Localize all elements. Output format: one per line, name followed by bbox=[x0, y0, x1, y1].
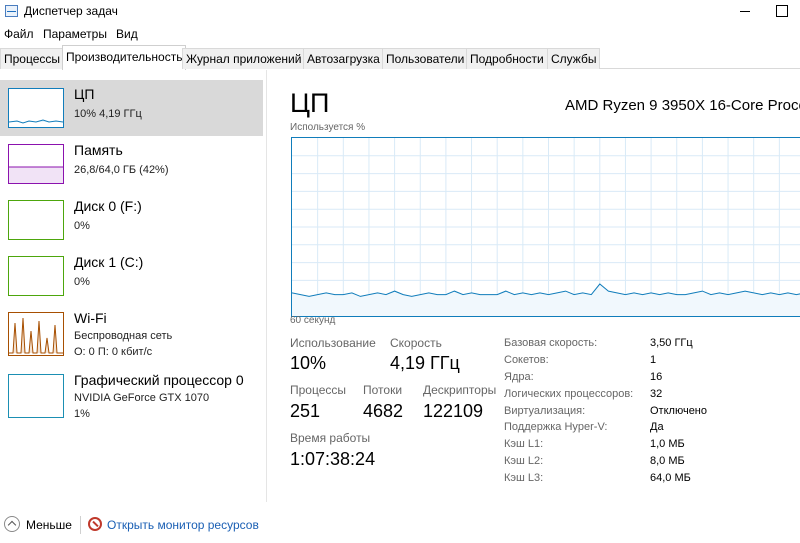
cpu-usage-graph-svg bbox=[291, 138, 800, 316]
disk-1-thumbnail-graph bbox=[8, 256, 64, 296]
open-resource-monitor-link[interactable]: Открыть монитор ресурсов bbox=[107, 518, 259, 532]
usage-label: Использование bbox=[290, 336, 376, 350]
cpu-usage-area bbox=[292, 284, 800, 316]
resource-list: ЦП 10% 4,19 ГГц Память 26,8/64,0 ГБ (42%… bbox=[0, 70, 267, 502]
gpu-thumbnail-graph bbox=[8, 374, 64, 418]
tab-strip: Процессы Производительность Журнал прило… bbox=[0, 44, 800, 70]
tab-services[interactable]: Службы bbox=[547, 48, 601, 69]
title-bar: Диспетчер задач bbox=[0, 0, 800, 24]
spec-label: Виртуализация: bbox=[504, 405, 586, 417]
threads-label: Потоки bbox=[363, 383, 403, 397]
spec-value: Да bbox=[650, 421, 664, 433]
tab-startup[interactable]: Автозагрузка bbox=[303, 48, 384, 69]
footer-bar: Меньше Открыть монитор ресурсов bbox=[0, 510, 800, 543]
resource-name: Диск 1 (C:) bbox=[74, 254, 144, 270]
graph-label: Используется % bbox=[290, 122, 366, 133]
spec-value: 1,0 МБ bbox=[650, 438, 685, 450]
spec-label: Поддержка Hyper-V: bbox=[504, 421, 608, 433]
minimize-button[interactable] bbox=[727, 0, 763, 22]
resource-detail: NVIDIA GeForce GTX 1070 bbox=[74, 392, 210, 404]
uptime-value: 1:07:38:24 bbox=[290, 449, 376, 469]
spec-label: Кэш L3: bbox=[504, 472, 544, 484]
cpu-usage-graph bbox=[291, 137, 800, 317]
memory-thumbnail-graph bbox=[8, 144, 64, 184]
resource-name: Диск 0 (F:) bbox=[74, 198, 142, 214]
processes-label: Процессы bbox=[290, 383, 347, 397]
spec-value: 3,50 ГГц bbox=[650, 337, 693, 349]
spec-label: Кэш L1: bbox=[504, 438, 544, 450]
spec-label: Кэш L2: bbox=[504, 455, 544, 467]
spec-label: Базовая скорость: bbox=[504, 337, 598, 349]
tab-details[interactable]: Подробности bbox=[466, 48, 548, 69]
handles-label: Дескрипторы bbox=[423, 383, 497, 397]
processes-value: 251 bbox=[290, 401, 321, 421]
spec-value: 64,0 МБ bbox=[650, 472, 691, 484]
resource-name: Память bbox=[74, 142, 123, 158]
spec-label: Сокетов: bbox=[504, 354, 549, 366]
fewer-details-button[interactable]: Меньше bbox=[26, 518, 72, 532]
resource-detail-2: 1% bbox=[74, 408, 90, 420]
task-manager-icon bbox=[5, 5, 18, 17]
resource-detail: Беспроводная сеть bbox=[74, 330, 173, 342]
resource-name: ЦП bbox=[74, 86, 95, 102]
speed-label: Скорость bbox=[390, 336, 442, 350]
speed-value: 4,19 ГГц bbox=[390, 353, 460, 373]
usage-value: 10% bbox=[290, 353, 327, 373]
tab-performance[interactable]: Производительность bbox=[62, 45, 187, 70]
footer-divider bbox=[80, 516, 81, 534]
menu-bar: Файл Параметры Вид bbox=[0, 25, 800, 43]
resource-name: Wi-Fi bbox=[74, 310, 107, 326]
graph-time-caption: 60 секунд bbox=[290, 315, 336, 326]
spec-label: Ядра: bbox=[504, 371, 534, 383]
resource-item-gpu[interactable]: Графический процессор 0 NVIDIA GeForce G… bbox=[0, 366, 263, 430]
cpu-detail-pane: ЦП AMD Ryzen 9 3950X 16-Core Proces Испо… bbox=[268, 70, 800, 502]
cpu-usage-line bbox=[291, 283, 800, 297]
cpu-model-name: AMD Ryzen 9 3950X 16-Core Proces bbox=[565, 97, 800, 114]
wifi-thumbnail-graph bbox=[8, 312, 64, 356]
resource-item-disk-1[interactable]: Диск 1 (C:) 0% bbox=[0, 248, 263, 304]
spec-value: 1 bbox=[650, 354, 657, 366]
spec-value: 32 bbox=[650, 388, 663, 400]
uptime-label: Время работы bbox=[290, 431, 371, 445]
spec-value: 8,0 МБ bbox=[650, 455, 685, 467]
resource-detail: 10% 4,19 ГГц bbox=[74, 108, 142, 120]
handles-value: 122109 bbox=[423, 401, 484, 421]
resource-detail-2: О: 0 П: 0 кбит/с bbox=[74, 346, 153, 358]
resource-item-wifi[interactable]: Wi-Fi Беспроводная сеть О: 0 П: 0 кбит/с bbox=[0, 304, 263, 364]
resource-detail: 0% bbox=[74, 220, 90, 232]
tab-processes[interactable]: Процессы bbox=[0, 48, 65, 69]
window-title: Диспетчер задач bbox=[24, 4, 118, 18]
threads-value: 4682 bbox=[363, 401, 404, 421]
cpu-thumbnail-graph bbox=[8, 88, 64, 128]
disk-0-thumbnail-graph bbox=[8, 200, 64, 240]
resource-item-disk-0[interactable]: Диск 0 (F:) 0% bbox=[0, 192, 263, 248]
tab-app-history[interactable]: Журнал приложений bbox=[182, 48, 306, 69]
resource-name: Графический процессор 0 bbox=[74, 372, 244, 388]
tab-users[interactable]: Пользователи bbox=[382, 48, 469, 69]
menu-view[interactable]: Вид bbox=[116, 27, 138, 41]
resource-monitor-icon[interactable] bbox=[88, 517, 102, 531]
spec-value: Отключено bbox=[650, 405, 707, 417]
menu-file[interactable]: Файл bbox=[4, 27, 34, 41]
page-title: ЦП bbox=[290, 88, 330, 118]
resource-item-memory[interactable]: Память 26,8/64,0 ГБ (42%) bbox=[0, 136, 263, 192]
spec-value: 16 bbox=[650, 371, 663, 383]
resource-item-cpu[interactable]: ЦП 10% 4,19 ГГц bbox=[0, 80, 263, 136]
menu-params[interactable]: Параметры bbox=[43, 27, 107, 41]
spec-label: Логических процессоров: bbox=[504, 388, 634, 400]
maximize-button[interactable] bbox=[764, 0, 800, 22]
resource-detail: 0% bbox=[74, 276, 90, 288]
chevron-up-icon[interactable] bbox=[4, 516, 20, 532]
resource-detail: 26,8/64,0 ГБ (42%) bbox=[74, 164, 169, 176]
